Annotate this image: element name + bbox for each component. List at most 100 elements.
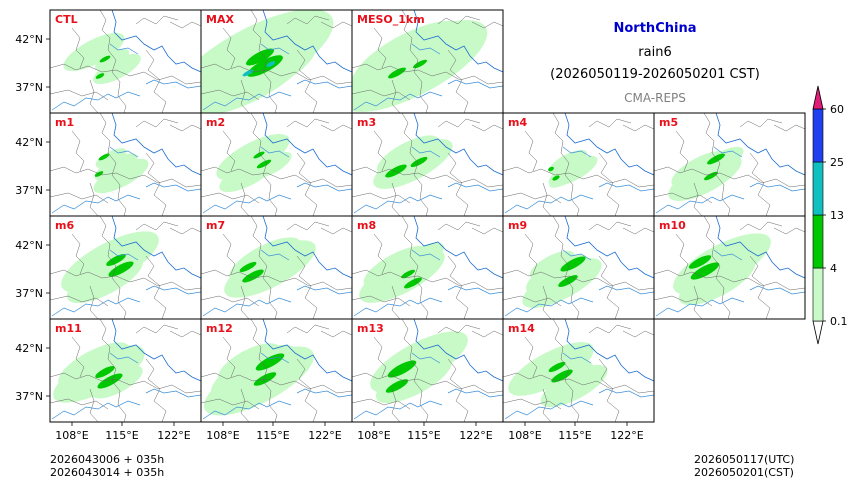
province-border [89,388,99,422]
province-border [373,27,387,69]
province-border [622,227,654,235]
rain-area [108,261,134,277]
rain-area [552,175,560,181]
rain-area [413,59,427,69]
river [411,43,441,55]
colorbar-label: 60 [830,103,844,116]
panel-map-area [503,319,654,422]
province-border [240,182,250,216]
panel-map-area [201,10,352,113]
panel-frame [653,215,806,320]
coastline [413,319,503,382]
province-border [471,124,503,132]
river [411,249,441,261]
province-border [99,319,127,422]
panel-label: m14 [508,322,535,335]
rain-area [551,369,573,383]
latitude-axis: 42°N 37°N 42°N 37°N 42°N 37°N 42°N 37°N [15,33,50,403]
river [353,297,443,317]
rain-area [401,269,415,279]
province-border [373,130,387,172]
river [713,146,743,158]
province-border [169,21,201,29]
province-border [352,63,503,85]
river [749,285,805,295]
river [598,388,654,398]
rain-area [93,53,141,85]
province-border [773,227,805,235]
province-border [675,130,689,172]
rain-area [690,262,720,280]
panel-map-area [352,113,503,216]
province-border [352,192,411,204]
province-border [286,221,330,231]
province-border [169,124,201,132]
province-border [71,336,85,378]
forecast-panel: m2 [200,112,353,217]
province-border [542,285,552,319]
rain-area [253,372,277,386]
rain-area [404,277,422,289]
rain-area [94,49,130,71]
province-border [373,233,387,275]
province-border [71,233,85,275]
coastline [262,10,352,73]
river [713,249,743,261]
province-border [201,192,260,204]
panel-map-area [50,319,201,422]
panel-label: m3 [357,116,376,129]
province-border [503,372,654,394]
river [202,400,292,420]
coastline [111,113,201,176]
forecast-panel: CTL [49,9,202,114]
coastline [564,216,654,279]
province-border [89,79,99,113]
rain-area [560,256,586,272]
coastline [262,113,352,176]
province-border [50,166,201,188]
rain-area [93,158,149,194]
river [447,285,503,295]
province-border [50,295,109,307]
river [51,297,141,317]
river [51,194,141,214]
province-border [437,221,481,231]
river [145,182,201,192]
province-border [99,113,127,216]
province-border [622,330,654,338]
colorbar-segment [812,214,824,269]
forecast-panel: m3 [351,112,504,217]
init-time-2: 2026043014 + 035h [50,466,165,479]
panel-map-area [654,216,805,319]
river [109,249,139,261]
lon-tick-label: 122°E [610,429,643,442]
lon-tick-label: 115°E [558,429,591,442]
province-border [588,118,632,128]
forecast-panel: m13 [351,318,504,423]
province-border [145,49,167,113]
rain-area [58,342,130,388]
province-border [598,152,620,216]
panel-label: m7 [206,219,225,232]
province-border [169,227,201,235]
panel-map-area [201,216,352,319]
province-border [135,15,179,25]
lat-tick-label: 42°N [15,33,43,46]
coastline [111,216,201,279]
province-border [739,221,783,231]
panel-label: m9 [508,219,527,232]
province-border [524,130,538,172]
lon-tick-label: 115°E [407,429,440,442]
rain-area [385,164,407,178]
river [296,285,352,295]
forecast-panel: MAX [200,9,353,114]
panel-label: m12 [206,322,233,335]
panel-label: m6 [55,219,74,232]
province-border [352,372,503,394]
province-border [503,269,654,291]
river [598,182,654,192]
province-border [598,358,620,422]
lon-tick-label: 108°E [55,429,88,442]
province-border [201,295,260,307]
rain-area [558,275,578,287]
